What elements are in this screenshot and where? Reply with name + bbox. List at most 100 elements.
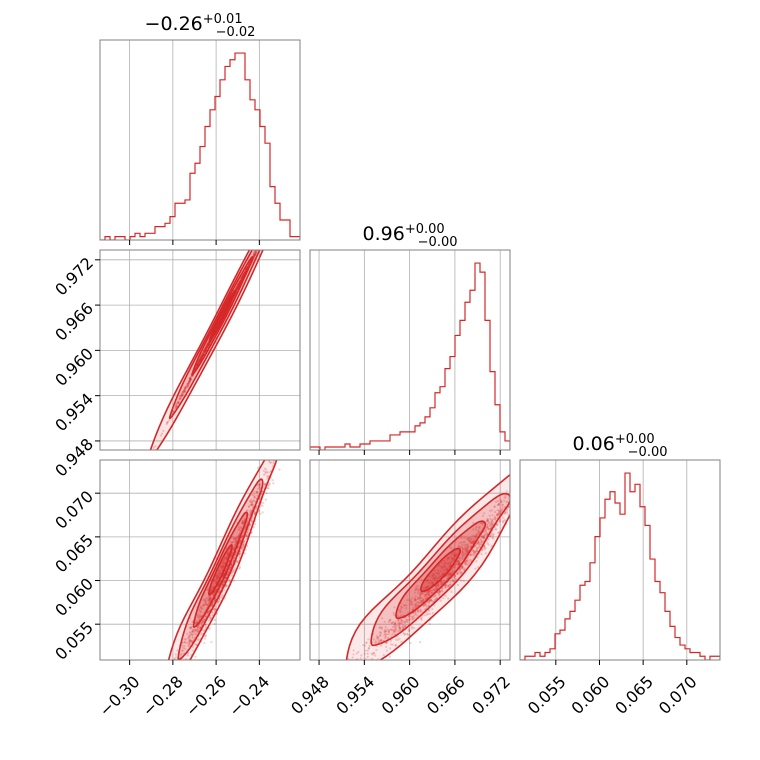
panel-1-3-sample-point xyxy=(278,468,281,471)
panel-1-3-sample-point xyxy=(251,503,255,506)
panel-2-3-sample-point xyxy=(441,573,444,577)
panel-1-2-sample-point xyxy=(239,279,242,282)
panel-2-3-sample-point xyxy=(442,569,445,572)
panel-1-2-sample-point xyxy=(266,230,268,232)
panel-2-3-sample-point xyxy=(404,624,407,627)
panel-1-2-sample-point xyxy=(241,276,244,279)
panel-1-2-sample-point xyxy=(206,345,209,348)
panel-1-2-sample-point xyxy=(313,137,315,139)
panel-2-3-sample-point xyxy=(449,562,452,565)
panel-2-3-sample-point xyxy=(447,565,450,568)
panel-1-2-sample-point xyxy=(208,343,211,346)
panel-2-3-sample-point xyxy=(489,525,493,528)
panel-2-3-sample-point xyxy=(475,525,478,529)
panel-1-3-sample-point xyxy=(222,580,226,583)
panel-2-3-sample-point xyxy=(471,542,474,545)
title-value-1: −0.26 xyxy=(145,13,203,35)
panel-1-2-sample-point xyxy=(188,378,192,381)
panel-1-3-sample-point xyxy=(294,405,296,407)
panel-1-2-sample-point xyxy=(264,233,266,235)
panel-1-3-sample-point xyxy=(204,603,207,606)
panel-1-3-sample-point xyxy=(271,478,274,482)
panel-1-2-sample-point xyxy=(216,324,219,327)
panel-1-2-sample-point xyxy=(270,222,272,224)
panel-1-2-sample-point xyxy=(237,284,240,288)
panel-2-3-sample-point xyxy=(504,510,507,514)
panel-2-3-sample-point xyxy=(523,474,525,476)
panel-2-3-sample-point xyxy=(462,541,465,544)
panel-1-3-sample-point xyxy=(226,573,229,577)
panel-2-3-sample-point xyxy=(460,541,463,544)
panel-1-3-sample-point xyxy=(231,549,235,552)
panel-2-3-sample-point xyxy=(443,562,446,565)
panel-1-2-sample-point xyxy=(268,226,270,228)
panel-1-3-sample-point xyxy=(207,610,210,613)
panel-1-2-sample-point xyxy=(237,285,240,288)
panel-2-3-sample-point xyxy=(538,465,540,467)
panel-2-3-sample-point xyxy=(445,584,448,587)
panel-1-3-sample-point xyxy=(255,490,259,493)
panel-2-3-sample-point xyxy=(448,574,452,577)
panel-1-3-sample-point xyxy=(224,577,227,580)
panel-2-3-sample-point xyxy=(534,483,536,485)
panel-1-2-sample-point xyxy=(258,245,260,247)
panel-1-2-sample-point xyxy=(199,357,202,360)
panel-1-3-sample-point xyxy=(240,538,243,541)
panel-1-2-sample-point xyxy=(197,361,200,364)
panel-2-3-sample-point xyxy=(512,509,514,511)
panel-2-3-sample-point xyxy=(417,611,420,614)
panel-2-3-sample-point xyxy=(434,593,437,596)
panel-1-2-sample-point xyxy=(224,308,228,311)
panel-1-2-sample-point xyxy=(180,392,183,395)
panel-1-3-sample-point xyxy=(189,639,193,642)
panel-2-3-sample-point xyxy=(533,484,535,486)
panel-1-2-sample-point xyxy=(227,303,230,306)
panel-2-3-sample-point xyxy=(464,560,467,563)
panel-2-3-sample-point xyxy=(475,549,479,553)
panel-2-3-sample-point xyxy=(447,597,450,600)
panel-2-3-sample-point xyxy=(399,607,402,611)
panel-2-3-sample-point xyxy=(393,623,396,627)
panel-2-3-sample-point xyxy=(395,624,398,627)
panel-1-3-sample-point xyxy=(207,601,211,604)
panel-1-2-sample-point xyxy=(202,353,205,356)
panel-2-3-sample-point xyxy=(394,628,397,631)
panel-1-2-sample-point xyxy=(199,358,202,361)
panel-1-2-sample-point xyxy=(178,398,181,401)
panel-1-2-sample-point xyxy=(235,287,238,290)
panel-2-3-sample-point xyxy=(466,544,469,547)
panel-1-3-sample-point xyxy=(187,640,190,643)
title-upper-2: +0.00 xyxy=(405,222,445,237)
panel-1-3-sample-point xyxy=(261,504,264,507)
panel-1-2-sample-point xyxy=(221,315,224,318)
panel-1-3-sample-point xyxy=(228,568,231,571)
panel-2-3-sample-point xyxy=(511,505,513,507)
panel-1-3-sample-point xyxy=(279,442,281,444)
panel-2-3-sample-point xyxy=(409,601,412,604)
panel-1-3-sample-point xyxy=(192,630,196,633)
panel-1-3-sample-point xyxy=(217,600,220,604)
panel-1-2-sample-point xyxy=(269,223,271,225)
panel-2-3-sample-point xyxy=(478,525,481,529)
panel-1-3-sample-point xyxy=(220,564,223,567)
panel-2-3-sample-point xyxy=(499,510,502,513)
panel-1-2-sample-point xyxy=(239,280,242,283)
panel-2-3-sample-point xyxy=(464,562,467,565)
panel-2-3-sample-point xyxy=(415,601,418,604)
panel-2-3-sample-point xyxy=(471,537,474,540)
panel-1-3-sample-point xyxy=(174,656,178,659)
panel-2-3-sample-point xyxy=(418,591,422,594)
panel-2-3-sample-point xyxy=(513,486,515,488)
panel-1-2-sample-point xyxy=(239,280,242,283)
panel-1-2-sample-point xyxy=(266,227,268,229)
panel-1-2-sample-point xyxy=(236,285,240,288)
panel-2-3-sample-point xyxy=(461,567,464,570)
panel-1-3-sample-point xyxy=(176,649,179,652)
panel-2-3-sample-point xyxy=(442,573,445,576)
panel-2-3-sample-point xyxy=(414,606,417,609)
panel-1-3-sample-point xyxy=(188,639,191,642)
panel-2-3-sample-point xyxy=(489,524,492,527)
panel-1-3-sample-point xyxy=(223,580,226,584)
panel-2-3-sample-point xyxy=(425,591,429,595)
panel-2-3-sample-point xyxy=(337,682,339,684)
